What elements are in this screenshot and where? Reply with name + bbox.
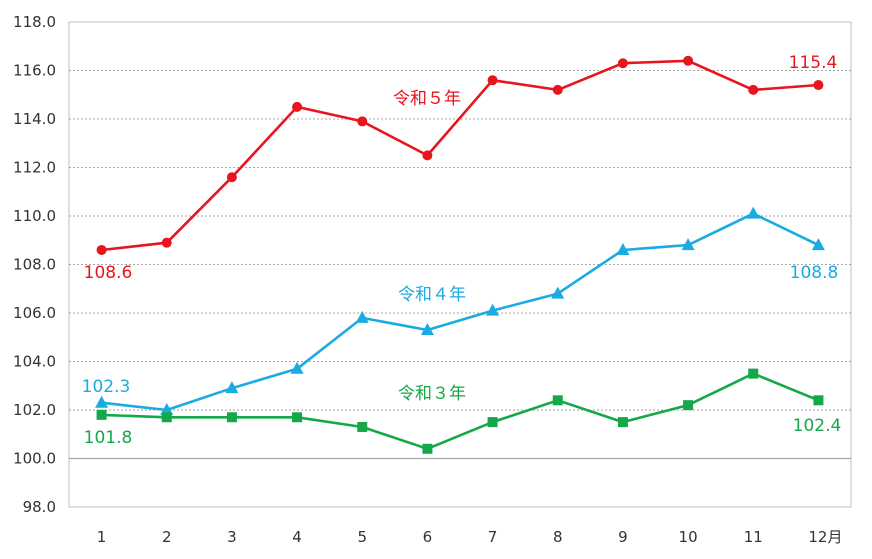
series-1 xyxy=(95,206,825,415)
data-label-reiwa-4-last: 108.8 xyxy=(790,263,839,283)
series-1-point-5 xyxy=(420,322,434,335)
series-2-point-0 xyxy=(96,409,107,420)
x-tick-label-2: 3 xyxy=(227,528,237,546)
series-2-point-6 xyxy=(487,417,498,428)
series-0-point-5 xyxy=(422,150,433,161)
series-2-point-11 xyxy=(813,395,824,406)
x-tick-label-1: 2 xyxy=(162,528,172,546)
x-tick-label-3: 4 xyxy=(292,528,302,546)
y-tick-label-5: 108.0 xyxy=(13,256,56,274)
series-2-line xyxy=(101,372,819,451)
x-tick-label-11: 12月 xyxy=(808,528,842,546)
series-2-point-10 xyxy=(748,368,759,379)
x-tick-label-6: 7 xyxy=(488,528,498,546)
series-layer xyxy=(95,55,825,454)
series-0-point-2 xyxy=(226,172,237,183)
series-2-point-5 xyxy=(422,443,433,454)
series-1-point-4 xyxy=(355,310,369,323)
series-2-point-9 xyxy=(683,400,694,411)
x-tick-label-5: 6 xyxy=(423,528,433,546)
y-tick-label-7: 112.0 xyxy=(13,159,56,177)
series-0-point-9 xyxy=(683,55,694,66)
series-1-point-7 xyxy=(551,286,565,299)
series-0-point-4 xyxy=(357,116,368,127)
gridlines xyxy=(69,70,851,460)
y-tick-label-4: 106.0 xyxy=(13,304,56,322)
y-tick-label-0: 98.0 xyxy=(23,498,56,516)
x-tick-label-7: 8 xyxy=(553,528,563,546)
series-1-point-11 xyxy=(811,238,825,251)
series-2-point-4 xyxy=(357,421,368,432)
series-1-point-9 xyxy=(681,238,695,251)
series-0-point-8 xyxy=(617,58,628,69)
x-tick-label-0: 1 xyxy=(97,528,107,546)
series-0-point-0 xyxy=(96,244,107,255)
series-0-point-7 xyxy=(552,84,563,95)
data-label-reiwa-3-last: 102.4 xyxy=(793,416,842,436)
series-0-point-10 xyxy=(748,84,759,95)
y-tick-label-8: 114.0 xyxy=(13,110,56,128)
series-2-point-3 xyxy=(292,412,303,423)
data-label-reiwa-5-last: 115.4 xyxy=(789,53,838,73)
series-1-point-1 xyxy=(160,403,174,415)
y-tick-label-6: 110.0 xyxy=(13,207,56,225)
series-0 xyxy=(96,55,824,255)
x-axis-tick-labels: 1 2 3 4 5 6 7 8 9 10 11 12月 xyxy=(97,528,843,546)
series-0-line xyxy=(101,59,819,252)
series-2-point-8 xyxy=(617,417,628,428)
series-label-reiwa-5: 令和５年 xyxy=(393,89,461,109)
y-tick-label-2: 102.0 xyxy=(13,401,56,419)
series-label-reiwa-3: 令和３年 xyxy=(398,384,466,404)
y-tick-label-9: 116.0 xyxy=(13,62,56,80)
series-label-reiwa-4: 令和４年 xyxy=(398,285,466,305)
series-2-point-2 xyxy=(226,412,237,423)
series-1-point-3 xyxy=(290,361,304,374)
series-1-line xyxy=(101,212,819,412)
series-0-point-1 xyxy=(161,237,172,248)
series-1-point-0 xyxy=(95,395,109,408)
series-1-point-10 xyxy=(746,206,760,219)
data-label-reiwa-4-first: 102.3 xyxy=(82,377,131,397)
series-0-point-3 xyxy=(292,101,303,112)
y-tick-label-1: 100.0 xyxy=(13,450,56,468)
series-2-point-7 xyxy=(552,395,563,406)
series-2-point-1 xyxy=(161,412,172,423)
series-0-point-6 xyxy=(487,75,498,86)
x-tick-label-8: 9 xyxy=(618,528,628,546)
series-1-point-6 xyxy=(486,303,500,316)
y-axis-tick-labels: 98.0 100.0 102.0 104.0 106.0 108.0 110.0 112.0 1… xyxy=(13,13,56,516)
y-tick-label-3: 104.0 xyxy=(13,353,56,371)
series-1-point-2 xyxy=(225,381,239,394)
y-tick-label-10: 118.0 xyxy=(13,13,56,31)
x-tick-label-10: 11 xyxy=(744,528,763,546)
series-0-point-11 xyxy=(813,80,824,91)
x-tick-label-9: 10 xyxy=(679,528,698,546)
series-1-point-8 xyxy=(616,242,630,255)
series-2 xyxy=(96,368,824,454)
x-tick-label-4: 5 xyxy=(357,528,367,546)
data-label-reiwa-3-first: 101.8 xyxy=(84,428,133,448)
data-label-reiwa-5-first: 108.6 xyxy=(84,263,133,283)
